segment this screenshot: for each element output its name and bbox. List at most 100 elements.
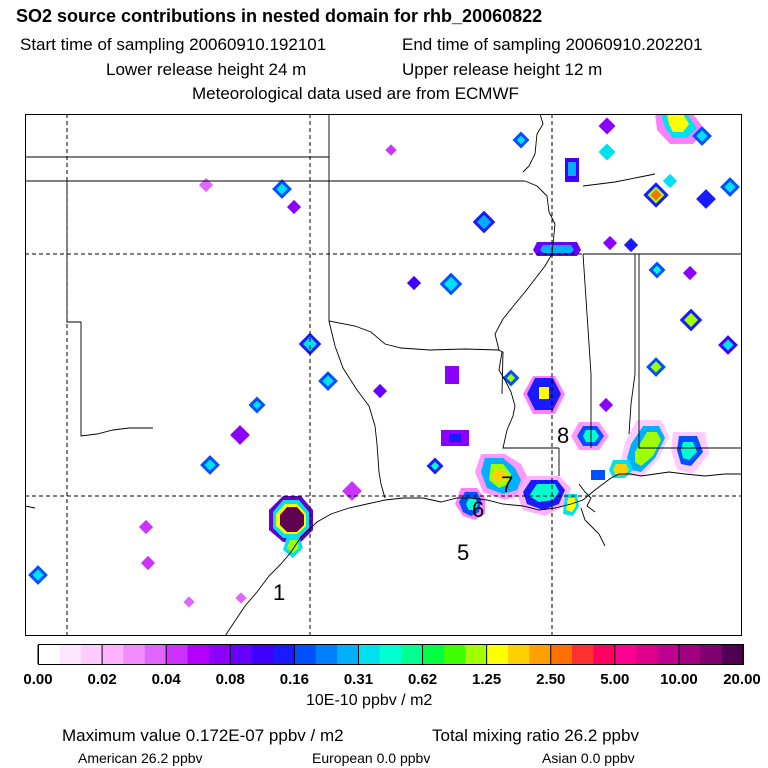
end-time: End time of sampling 20060910.202201 xyxy=(402,35,703,54)
plume xyxy=(667,114,689,132)
legend-swatch xyxy=(465,645,488,664)
plume xyxy=(591,470,605,480)
plume xyxy=(598,397,614,413)
legend-swatch xyxy=(422,645,445,664)
legend-tick-label: 20.00 xyxy=(723,671,761,688)
plume xyxy=(286,199,302,215)
legend-swatch xyxy=(251,645,274,664)
legend-tick-label: 10.00 xyxy=(660,671,698,688)
plume xyxy=(322,375,334,387)
plume xyxy=(476,214,492,230)
plume-layer xyxy=(28,114,740,608)
asian-contribution: Asian 0.0 ppbv xyxy=(542,750,635,766)
plume xyxy=(430,461,440,471)
legend-swatch xyxy=(550,645,573,664)
plume xyxy=(568,162,576,176)
legend-swatch xyxy=(144,645,167,664)
plume xyxy=(540,245,574,253)
plume xyxy=(635,432,661,466)
legend-swatch xyxy=(678,645,701,664)
legend-swatch xyxy=(208,645,231,664)
plume xyxy=(140,555,156,571)
legend-swatch xyxy=(315,645,338,664)
plot-title: SO2 source contributions in nested domai… xyxy=(16,6,543,26)
legend-swatch xyxy=(593,645,616,664)
plume xyxy=(252,400,262,410)
legend-swatch xyxy=(80,645,103,664)
legend-swatch xyxy=(273,645,295,664)
plume xyxy=(445,366,459,384)
legend-tick-label: 0.16 xyxy=(280,671,309,688)
legend-swatch xyxy=(721,645,744,664)
legend-units: 10E-10 ppbv / m2 xyxy=(306,692,433,709)
legend-tick-label: 5.00 xyxy=(600,671,629,688)
legend-swatch xyxy=(657,645,680,664)
legend-swatch xyxy=(358,645,381,664)
plume xyxy=(650,361,662,373)
legend-tick-label: 0.62 xyxy=(408,671,437,688)
total-mixing-ratio: Total mixing ratio 26.2 ppbv xyxy=(432,726,639,745)
plume xyxy=(506,373,516,383)
plume xyxy=(492,470,507,482)
source-label-7: 7 xyxy=(501,472,513,497)
legend-tick-label: 2.50 xyxy=(536,671,565,688)
legend-swatches xyxy=(38,645,744,664)
plume xyxy=(235,592,247,604)
source-label-1: 1 xyxy=(273,580,285,605)
source-label-8: 8 xyxy=(557,423,569,448)
start-time: Start time of sampling 20060910.192101 xyxy=(20,35,327,54)
plume xyxy=(566,498,576,512)
plume xyxy=(280,507,304,532)
legend-swatch xyxy=(572,645,594,664)
legend-tick-label: 0.04 xyxy=(152,671,182,688)
legend-tick-label: 0.31 xyxy=(344,671,373,688)
maximum-value: Maximum value 0.172E-07 ppbv / m2 xyxy=(62,726,344,745)
american-contribution: American 26.2 ppbv xyxy=(78,750,203,766)
upper-release-height: Upper release height 12 m xyxy=(402,60,603,79)
lower-release-height: Lower release height 24 m xyxy=(106,60,307,79)
legend-tick-label: 0.08 xyxy=(216,671,245,688)
plume xyxy=(204,459,216,471)
plume xyxy=(287,540,299,553)
legend-tick-label: 0.00 xyxy=(23,671,52,688)
legend-swatch xyxy=(59,645,82,664)
met-data-source: Meteorological data used are from ECMWF xyxy=(192,84,519,103)
plume xyxy=(681,442,697,460)
legend-swatch xyxy=(102,645,124,664)
legend-swatch xyxy=(38,645,60,664)
legend-swatch xyxy=(123,645,146,664)
plume xyxy=(138,519,154,535)
legend-tick-label: 1.25 xyxy=(472,671,501,688)
plume xyxy=(443,276,459,292)
plume xyxy=(302,336,318,352)
plume xyxy=(682,265,698,281)
plume xyxy=(602,235,618,251)
legend-swatch xyxy=(614,645,637,664)
plume xyxy=(406,275,422,291)
european-contribution: European 0.0 ppbv xyxy=(312,750,431,766)
legend-swatch xyxy=(401,645,424,664)
legend-swatch xyxy=(294,645,317,664)
plume xyxy=(598,143,616,161)
plume xyxy=(372,383,388,399)
legend-swatch xyxy=(166,645,189,664)
legend-swatch xyxy=(700,645,723,664)
plume xyxy=(539,387,549,399)
legend-tick-label: 0.02 xyxy=(87,671,116,688)
legend-swatch xyxy=(529,645,552,664)
plume xyxy=(683,312,699,328)
plume xyxy=(598,117,616,135)
boundaries xyxy=(25,114,742,636)
legend-swatch xyxy=(636,645,659,664)
source-label-6: 6 xyxy=(472,497,484,522)
legend-swatch xyxy=(486,645,509,664)
source-labels: 1 5 6 7 8 xyxy=(273,423,569,605)
plume xyxy=(230,425,250,445)
plume xyxy=(183,596,195,608)
plume xyxy=(466,498,478,510)
source-label-5: 5 xyxy=(457,540,469,565)
legend-swatch xyxy=(443,645,466,664)
plume xyxy=(662,173,678,189)
legend-swatch xyxy=(508,645,530,664)
legend-swatch xyxy=(187,645,210,664)
